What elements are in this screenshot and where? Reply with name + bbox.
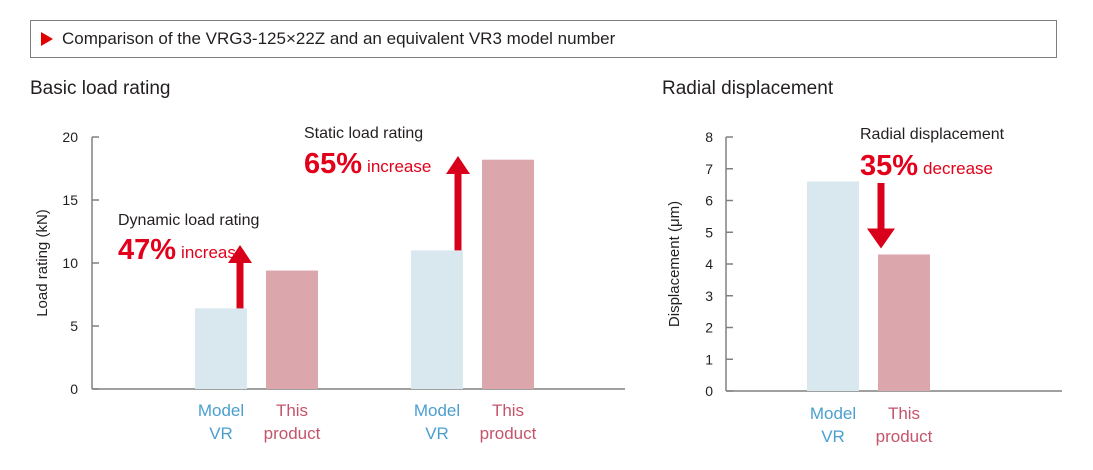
disp-tick-label: 5 — [705, 224, 713, 240]
play-marker-icon — [41, 32, 53, 46]
disp-annotation-percent: 35% — [860, 150, 918, 182]
load-bar-this_product — [266, 270, 318, 389]
displacement-chart-title: Radial displacement — [662, 78, 834, 99]
load-annotation-label: Static load rating — [304, 125, 423, 142]
load-annotation-percent: 65% — [304, 148, 362, 180]
load-chart-title: Basic load rating — [30, 78, 171, 99]
disp-tick-label: 8 — [705, 129, 713, 145]
load-category-label: This — [276, 401, 308, 420]
load-category-label: Model — [198, 401, 244, 420]
disp-tick-label: 7 — [705, 161, 713, 177]
load-category-label: VR — [209, 424, 233, 443]
load-bar-this_product — [482, 159, 534, 389]
load-annotation-label: Dynamic load rating — [118, 212, 259, 229]
disp-category-label: This — [888, 404, 920, 423]
load-bar-model_vr — [411, 250, 463, 389]
load-y-axis-label: Load rating (kN) — [34, 209, 51, 317]
load-category-label: VR — [425, 424, 449, 443]
load-annotation-percent: 47% — [118, 234, 176, 266]
disp-y-axis-label: Displacement (μm) — [666, 201, 683, 327]
load-category-label: This — [492, 401, 524, 420]
load-tick-label: 10 — [62, 255, 78, 271]
load-bar-model_vr — [195, 308, 247, 389]
disp-tick-label: 4 — [705, 256, 713, 272]
comparison-title: Comparison of the VRG3-125×22Z and an eq… — [62, 29, 616, 48]
load-tick-label: 5 — [70, 318, 78, 334]
load-category-label: product — [264, 424, 321, 443]
load-up-arrow-icon — [228, 245, 252, 309]
load-category-label: Model — [414, 401, 460, 420]
disp-tick-label: 1 — [705, 351, 713, 367]
disp-tick-label: 0 — [705, 383, 713, 399]
load-tick-label: 15 — [62, 192, 78, 208]
load-category-label: product — [480, 424, 537, 443]
load-annotation-word: increase — [367, 157, 431, 176]
disp-category-label: Model — [810, 404, 856, 423]
load-tick-label: 20 — [62, 129, 78, 145]
disp-annotation-label: Radial displacement — [860, 126, 1005, 143]
load-tick-label: 0 — [70, 381, 78, 397]
load-annotation-word: increase — [181, 243, 245, 262]
disp-annotation-word: decrease — [923, 159, 993, 178]
disp-tick-label: 3 — [705, 288, 713, 304]
disp-bar-this_product — [878, 254, 930, 391]
comparison-header: Comparison of the VRG3-125×22Z and an eq… — [30, 20, 1057, 58]
disp-bar-model_vr — [807, 181, 859, 391]
disp-down-arrow-icon — [867, 183, 895, 249]
load-up-arrow-icon — [446, 156, 470, 251]
disp-tick-label: 2 — [705, 320, 713, 336]
disp-category-label: product — [876, 427, 933, 446]
disp-category-label: VR — [821, 427, 845, 446]
disp-tick-label: 6 — [705, 193, 713, 209]
